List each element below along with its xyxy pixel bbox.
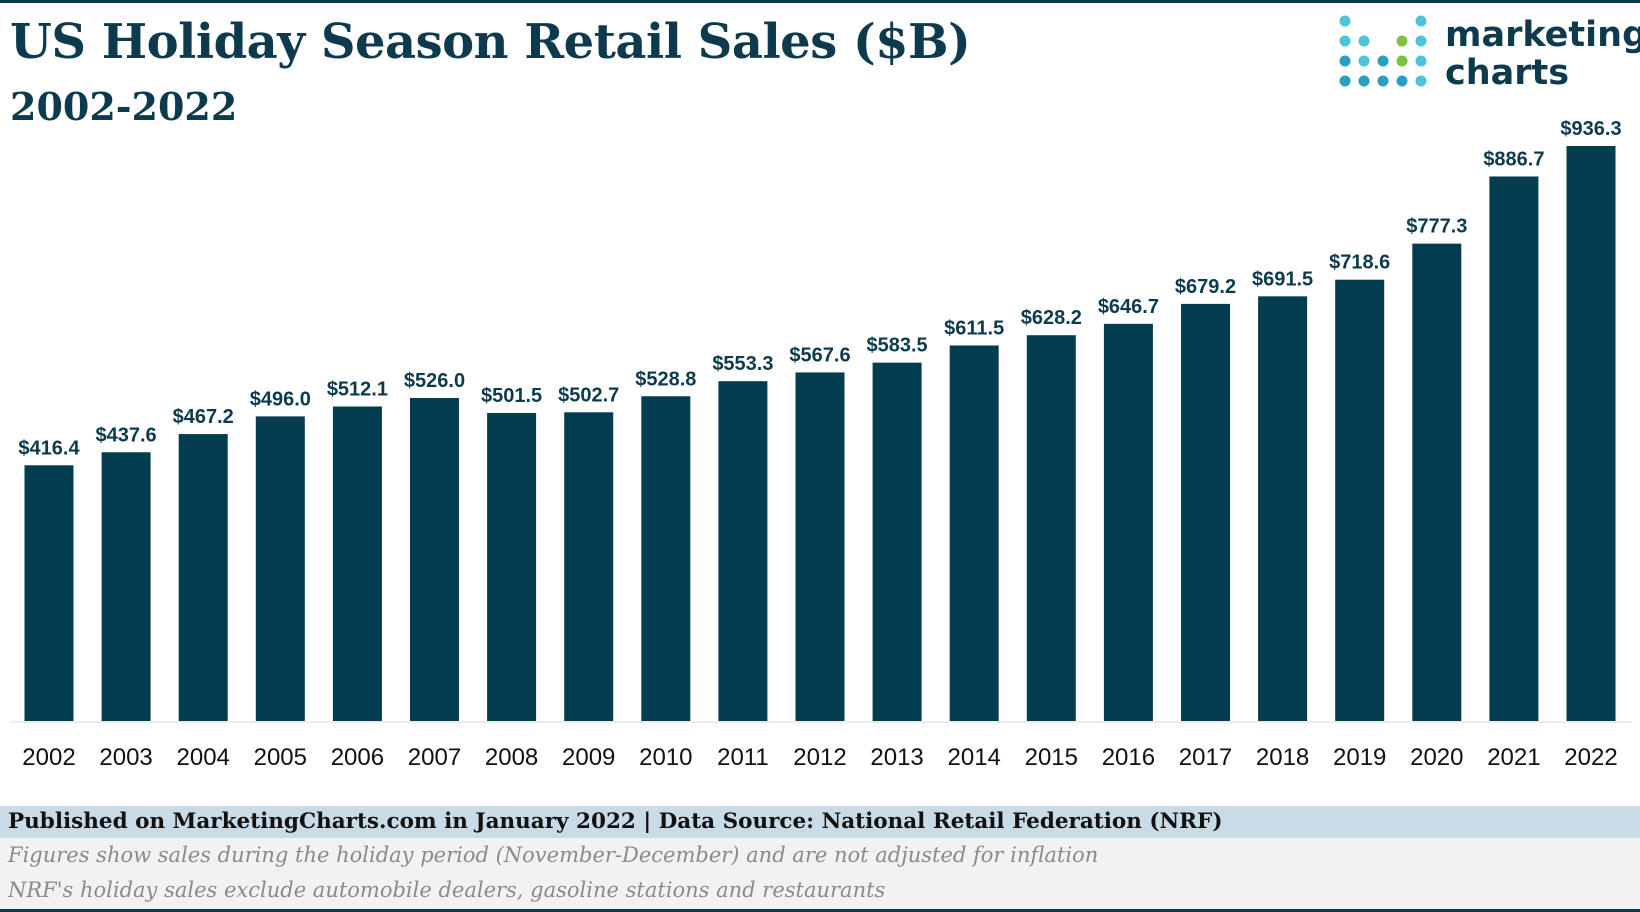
bar-2011 <box>718 381 768 721</box>
value-label-2022: $936.3 <box>1560 118 1621 140</box>
value-label-2009: $502.7 <box>558 384 619 406</box>
bar-2022 <box>1566 146 1616 721</box>
x-tick-label-2015: 2015 <box>1025 744 1078 771</box>
marketingcharts-logo: marketing charts <box>1335 15 1640 95</box>
chart-subtitle: 2002-2022 <box>10 84 238 129</box>
logo-dots-icon <box>1339 15 1427 87</box>
value-label-2012: $567.6 <box>789 344 850 366</box>
bar-2004 <box>178 434 228 721</box>
footer-note-exclusions: NRF's holiday sales exclude automobile d… <box>8 878 886 902</box>
bar-2006 <box>332 406 382 721</box>
x-tick-label-2016: 2016 <box>1102 744 1155 771</box>
bar-2021 <box>1489 176 1539 721</box>
value-label-2014: $611.5 <box>944 317 1004 339</box>
bar-2008 <box>487 413 537 721</box>
value-label-2021: $886.7 <box>1483 148 1544 170</box>
value-label-2019: $718.6 <box>1329 252 1390 274</box>
bottom-rule <box>0 909 1640 912</box>
bar-2007 <box>410 397 459 721</box>
x-tick-label-2013: 2013 <box>870 744 923 771</box>
value-label-2007: $526.0 <box>404 370 465 392</box>
bar-chart: $416.4 2002 $437.6 2003 $467.2 2004 $496.0 2005… <box>10 118 1632 771</box>
x-tick-label-2004: 2004 <box>177 744 230 771</box>
top-rule <box>0 0 1640 3</box>
x-tick-label-2011: 2011 <box>717 744 769 771</box>
bar-2017 <box>1181 303 1230 721</box>
value-label-2018: $691.5 <box>1252 268 1313 290</box>
value-label-2010: $528.8 <box>635 368 696 390</box>
bar-2003 <box>101 452 151 721</box>
value-label-2008: $501.5 <box>481 385 542 407</box>
value-label-2006: $512.1 <box>327 379 388 401</box>
x-tick-label-2014: 2014 <box>948 744 1001 771</box>
value-label-2017: $679.2 <box>1175 276 1236 298</box>
x-tick-label-2005: 2005 <box>254 744 307 771</box>
footer-note-inflation: Figures show sales during the holiday pe… <box>8 843 1099 867</box>
x-tick-label-2006: 2006 <box>331 744 384 771</box>
bar-2014 <box>949 345 999 721</box>
value-label-2002: $416.4 <box>18 437 80 459</box>
value-label-2011: $553.3 <box>712 353 773 375</box>
footer-source-bar <box>0 806 1640 838</box>
x-tick-label-2007: 2007 <box>408 744 461 771</box>
logo-text-marketing: marketing <box>1445 15 1640 55</box>
x-tick-label-2008: 2008 <box>485 744 538 771</box>
footer-source-text: Published on MarketingCharts.com in Janu… <box>8 809 1223 834</box>
value-label-2005: $496.0 <box>250 388 311 410</box>
bar-2016 <box>1103 323 1153 721</box>
bar-2015 <box>1026 335 1076 721</box>
x-tick-label-2003: 2003 <box>99 744 152 771</box>
value-label-2004: $467.2 <box>173 406 234 428</box>
bar-2010 <box>641 396 691 721</box>
x-tick-label-2012: 2012 <box>793 744 846 771</box>
x-tick-label-2009: 2009 <box>562 744 615 771</box>
x-tick-label-2019: 2019 <box>1333 744 1386 771</box>
bar-2009 <box>564 412 614 721</box>
x-tick-label-2020: 2020 <box>1410 744 1463 771</box>
x-tick-label-2022: 2022 <box>1564 744 1617 771</box>
x-tick-label-2010: 2010 <box>639 744 692 771</box>
x-tick-label-2018: 2018 <box>1256 744 1309 771</box>
bar-2020 <box>1412 243 1462 721</box>
bar-2002 <box>24 465 74 721</box>
value-label-2016: $646.7 <box>1098 296 1159 318</box>
logo-text-charts: charts <box>1445 53 1570 93</box>
bar-2018 <box>1258 296 1308 721</box>
x-tick-label-2021: 2021 <box>1487 744 1540 771</box>
value-label-2020: $777.3 <box>1406 216 1467 238</box>
value-label-2015: $628.2 <box>1021 307 1082 329</box>
bar-2005 <box>255 416 305 721</box>
bar-2013 <box>872 362 922 721</box>
chart-title: US Holiday Season Retail Sales ($B) <box>10 14 971 70</box>
bar-2012 <box>795 372 845 721</box>
x-tick-label-2002: 2002 <box>22 744 75 771</box>
x-tick-label-2017: 2017 <box>1179 744 1232 771</box>
footer-notes-background <box>0 838 1640 912</box>
value-label-2003: $437.6 <box>96 424 157 446</box>
bar-2019 <box>1335 279 1385 721</box>
value-label-2013: $583.5 <box>867 335 928 357</box>
